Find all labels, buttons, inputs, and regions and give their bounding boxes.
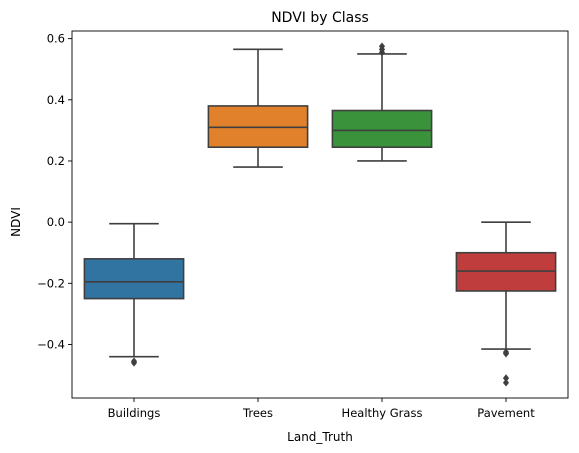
iqr-box-buildings <box>83 258 185 300</box>
x-tick-label: Pavement <box>477 406 535 420</box>
x-tick-label: Trees <box>242 406 273 420</box>
box-buildings <box>83 222 185 367</box>
y-tick-label: 0.0 <box>47 215 65 229</box>
x-tick-label: Buildings <box>108 406 161 420</box>
outlier-pavement-3 <box>502 378 510 387</box>
y-tick-label: 0.6 <box>47 32 65 46</box>
y-tick-label: 0.4 <box>47 93 65 107</box>
axes-frame <box>71 30 569 399</box>
y-tick-label: −0.4 <box>37 337 65 351</box>
iqr-box-healthy-grass <box>331 109 433 149</box>
outlier-healthy-grass-2 <box>378 42 386 51</box>
y-tick-label: −0.2 <box>37 276 65 290</box>
chart-title: NDVI by Class <box>271 10 369 26</box>
outlier-pavement-1 <box>502 349 510 358</box>
axes: −0.4 −0.2 0.0 0.2 0.4 0.6 Buildings Trees Health… <box>37 30 569 420</box>
box-pavement <box>455 221 557 387</box>
plot-area <box>83 42 557 387</box>
x-tick-label: Healthy Grass <box>342 406 423 420</box>
y-axis-label: NDVI <box>9 207 23 237</box>
outlier-buildings-1 <box>130 358 138 367</box>
y-tick-label: 0.2 <box>47 154 65 168</box>
x-axis-label: Land_Truth <box>287 430 353 444</box>
box-healthy-grass <box>331 42 433 162</box>
box-trees <box>207 48 309 168</box>
